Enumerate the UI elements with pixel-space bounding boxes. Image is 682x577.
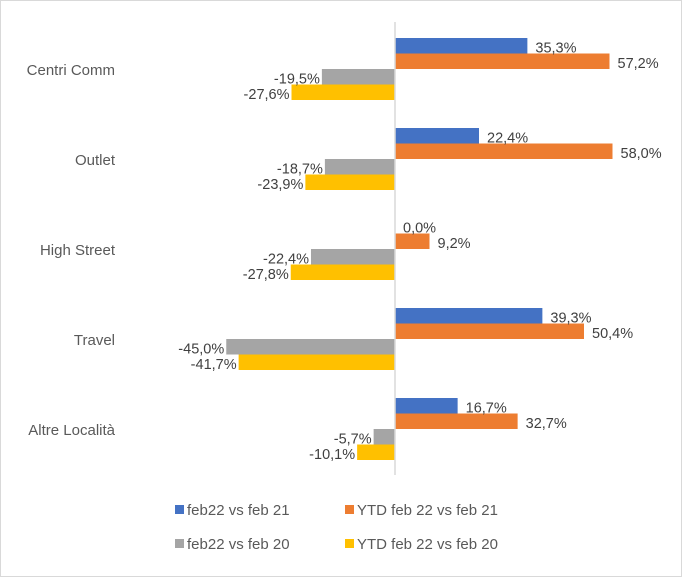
- category-label: High Street: [40, 242, 116, 259]
- bar-feb22-vs-feb-21-3: [395, 308, 543, 324]
- legend-entry: feb22 vs feb 20: [187, 536, 290, 553]
- legend: feb22 vs feb 21 YTD feb 22 vs feb 21 feb22…: [175, 502, 498, 553]
- bar-feb22-vs-feb-20-0: [321, 69, 395, 85]
- data-label: 22,4%: [487, 131, 528, 147]
- bar-ytd-feb-22-vs-feb-21-2: [395, 233, 430, 249]
- data-label: 0,0%: [403, 221, 436, 237]
- legend-swatch: [345, 505, 354, 514]
- data-label: -27,6%: [244, 87, 290, 103]
- legend-entry: YTD feb 22 vs feb 21: [357, 502, 498, 519]
- bar-ytd-feb-22-vs-feb-20-0: [291, 84, 395, 100]
- category-label: Outlet: [75, 152, 116, 169]
- category-label: Altre Località: [28, 422, 115, 439]
- bar-feb22-vs-feb-20-1: [324, 159, 395, 175]
- bar-ytd-feb-22-vs-feb-20-2: [290, 264, 395, 280]
- data-label: -27,8%: [243, 267, 289, 283]
- bar-ytd-feb-22-vs-feb-20-1: [305, 174, 395, 190]
- bar-feb22-vs-feb-21-0: [395, 38, 528, 54]
- bar-ytd-feb-22-vs-feb-20-3: [238, 354, 395, 370]
- category-label: Centri Comm: [27, 62, 115, 79]
- category-labels: Centri Comm Outlet High Street Travel Altre …: [27, 62, 116, 439]
- data-label: -22,4%: [263, 252, 309, 268]
- data-label: -19,5%: [274, 72, 320, 88]
- bar-feb22-vs-feb-21-4: [395, 398, 458, 414]
- data-label: 16,7%: [466, 401, 507, 417]
- legend-swatch: [345, 539, 354, 548]
- data-label: -23,9%: [257, 177, 303, 193]
- data-label: -41,7%: [191, 357, 237, 373]
- bar-feb22-vs-feb-20-3: [226, 339, 395, 355]
- data-label: 9,2%: [438, 236, 471, 252]
- bar-ytd-feb-22-vs-feb-21-4: [395, 413, 518, 429]
- data-label: -10,1%: [309, 447, 355, 463]
- data-label: 57,2%: [618, 56, 659, 72]
- bars: [226, 38, 613, 460]
- legend-entry: feb22 vs feb 21: [187, 502, 290, 519]
- data-label: 50,4%: [592, 326, 633, 342]
- bar-feb22-vs-feb-20-2: [311, 249, 395, 265]
- bar-ytd-feb-22-vs-feb-21-0: [395, 53, 610, 69]
- data-label: -18,7%: [277, 162, 323, 178]
- legend-swatch: [175, 539, 184, 548]
- bar-ytd-feb-22-vs-feb-21-3: [395, 323, 584, 339]
- data-label: 35,3%: [535, 41, 576, 57]
- legend-entry: YTD feb 22 vs feb 20: [357, 536, 498, 553]
- data-label: -45,0%: [178, 342, 224, 358]
- data-label: -5,7%: [334, 432, 372, 448]
- data-label: 39,3%: [550, 311, 591, 327]
- legend-swatch: [175, 505, 184, 514]
- bar-feb22-vs-feb-21-1: [395, 128, 479, 144]
- bar-ytd-feb-22-vs-feb-21-1: [395, 143, 613, 159]
- bar-feb22-vs-feb-20-4: [373, 429, 395, 445]
- data-labels: 35,3%57,2%-19,5%-27,6%22,4%58,0%-18,7%-2…: [178, 41, 661, 464]
- data-label: 32,7%: [526, 416, 567, 432]
- bar-ytd-feb-22-vs-feb-20-4: [357, 444, 395, 460]
- data-label: 58,0%: [621, 146, 662, 162]
- category-label: Travel: [74, 332, 115, 349]
